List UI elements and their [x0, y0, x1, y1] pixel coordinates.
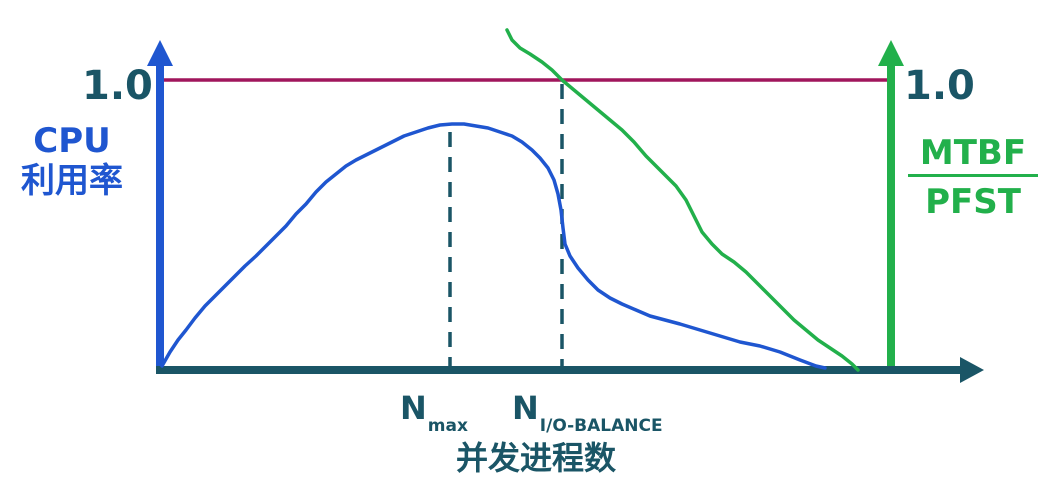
- nio-balance-label: NI/O-BALANCE: [512, 389, 663, 435]
- cpu-label-line1: CPU: [33, 121, 111, 161]
- mtbf-pfst-axis-label: MTBF PFST: [908, 136, 1038, 219]
- mtbf-pfst-curve: [505, 28, 860, 372]
- cpu-utilization-curve: [160, 122, 827, 370]
- nmax-label: Nmax: [400, 389, 468, 435]
- cpu-axis-max-label: 1.0: [82, 63, 153, 109]
- ratio-axis-max-label: 1.0: [904, 63, 975, 109]
- ratio-numerator: MTBF: [908, 136, 1038, 177]
- x-axis-arrowhead: [960, 357, 984, 383]
- cpu-label-line2: 利用率: [21, 161, 123, 201]
- nio-main: N: [512, 389, 539, 427]
- cpu-axis-arrowhead: [147, 40, 173, 66]
- nio-subscript: I/O-BALANCE: [539, 416, 663, 436]
- nmax-subscript: max: [427, 416, 468, 436]
- nmax-main: N: [400, 389, 427, 427]
- ratio-axis-arrowhead: [878, 40, 904, 66]
- ratio-denominator: PFST: [925, 182, 1021, 222]
- cpu-utilization-axis-label: CPU 利用率: [12, 124, 132, 198]
- x-axis-label: 并发进程数: [456, 439, 617, 477]
